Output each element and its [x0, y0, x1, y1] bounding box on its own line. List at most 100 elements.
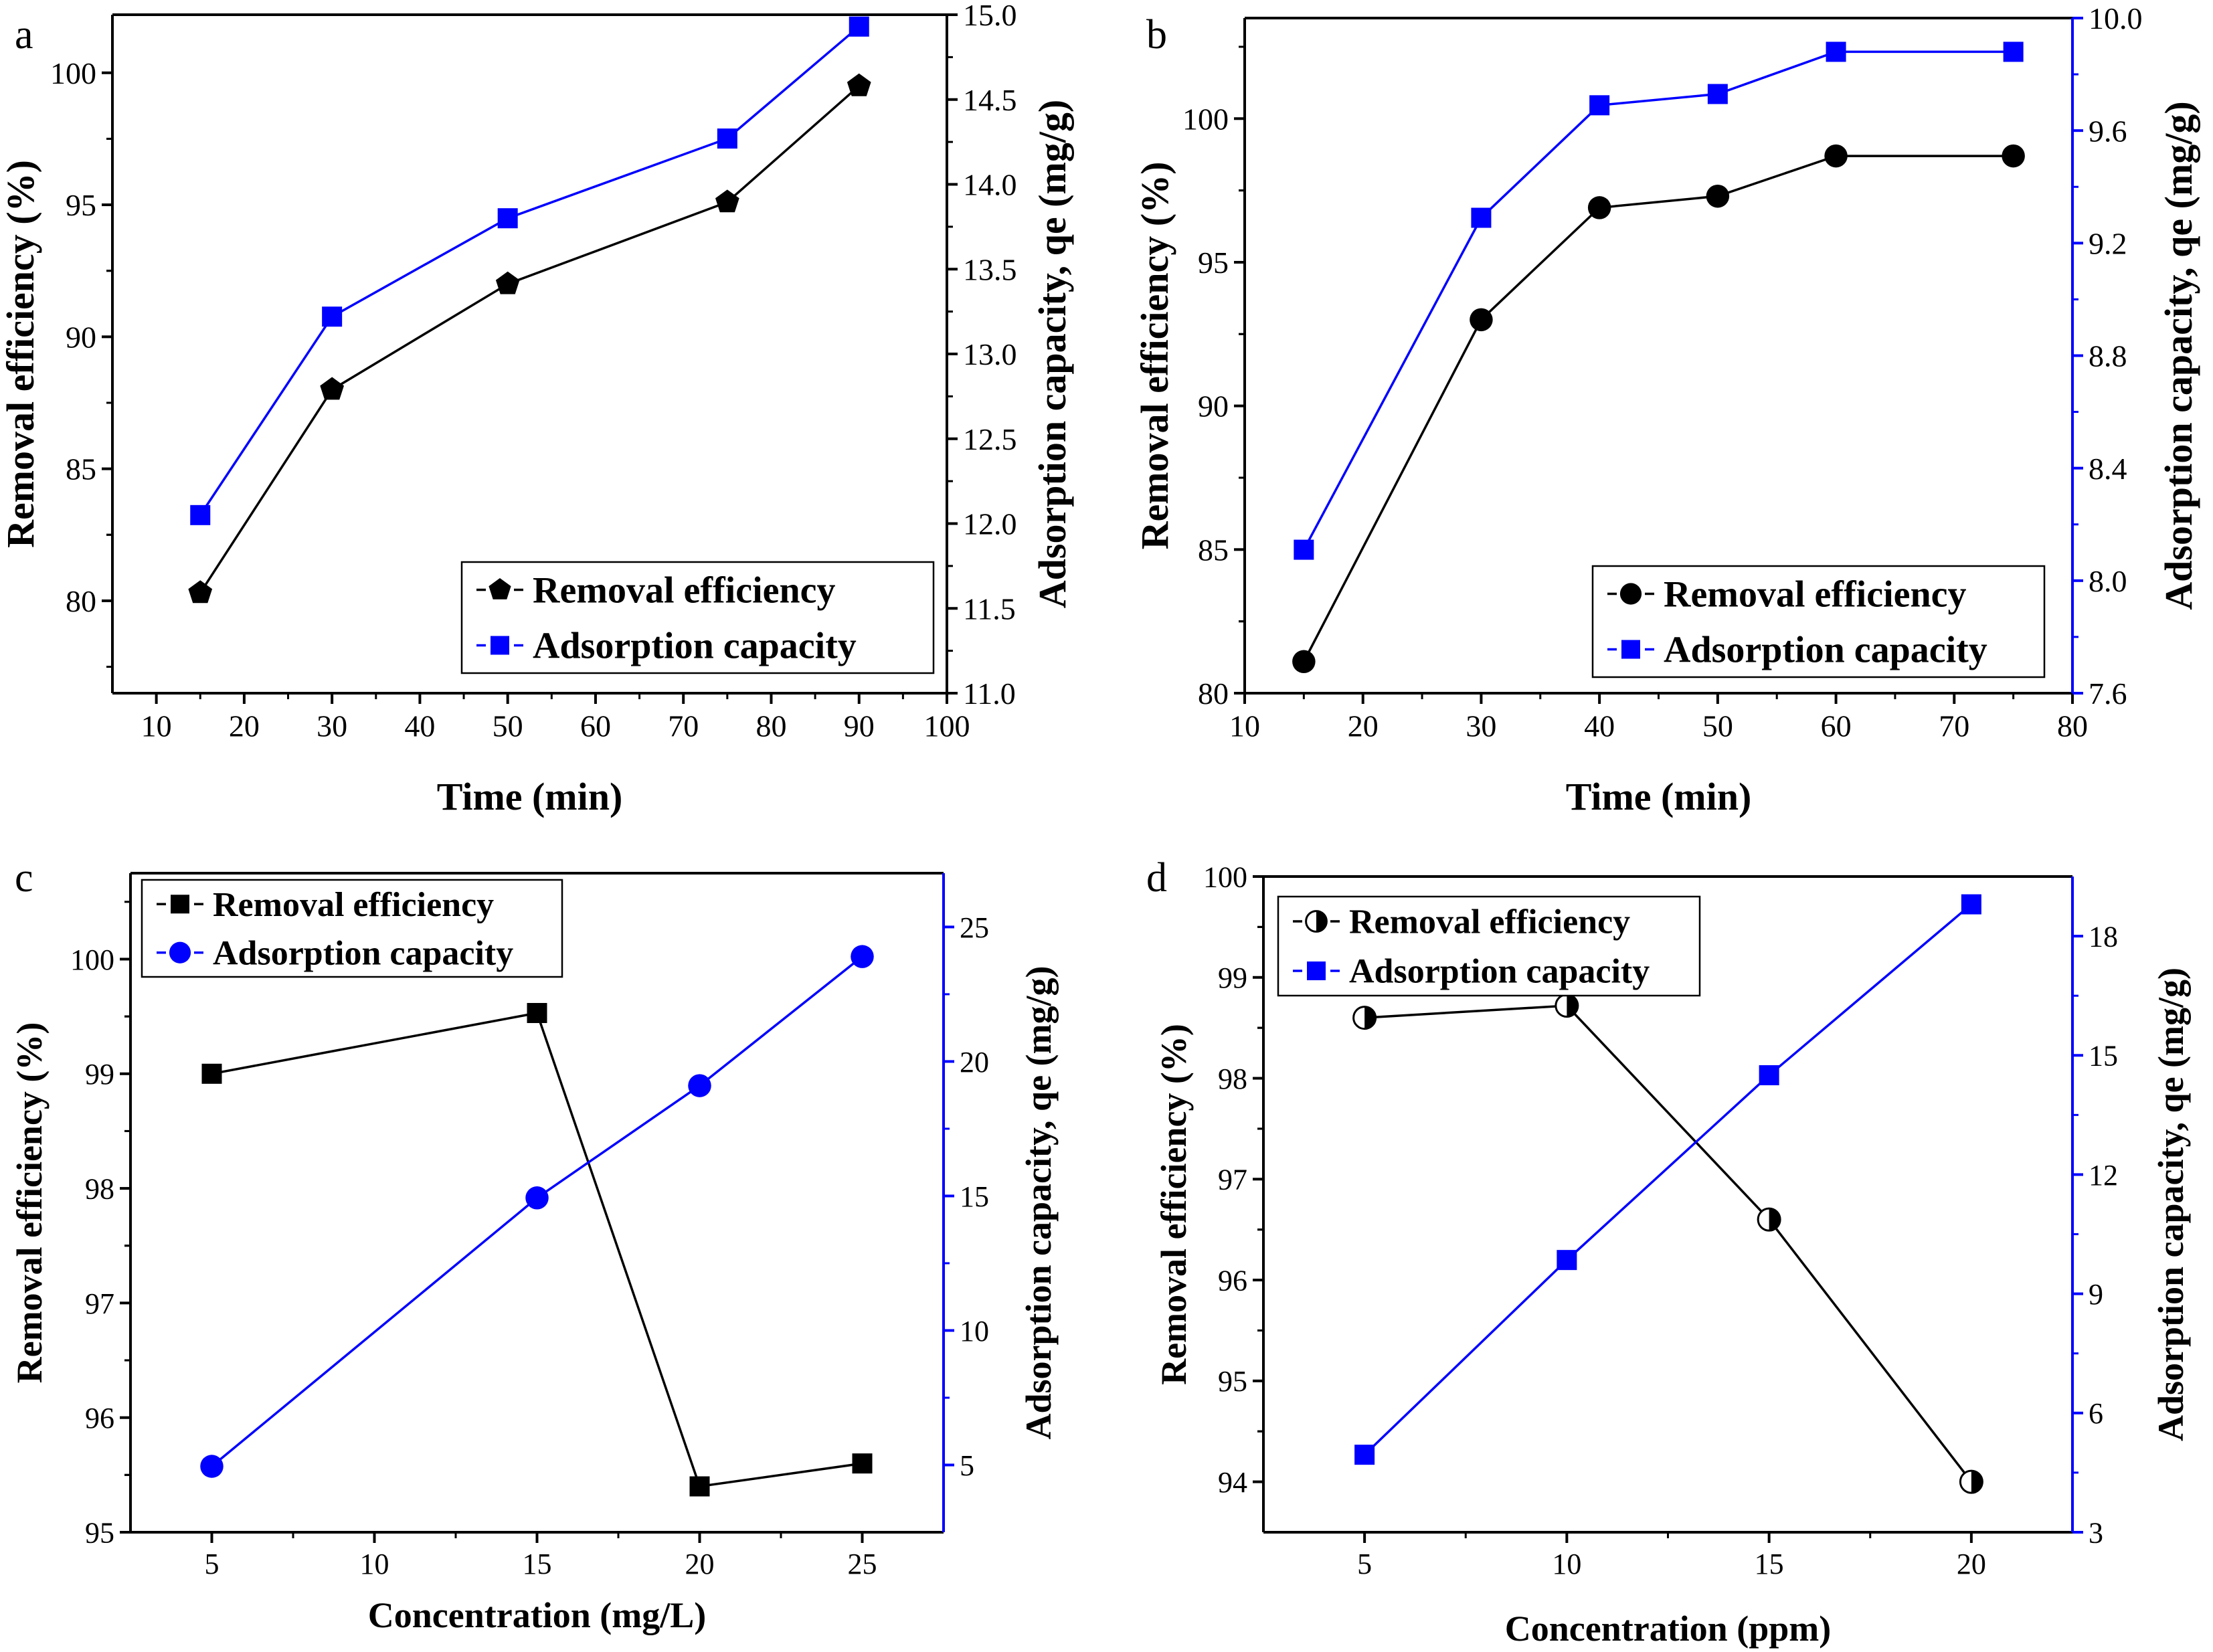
y-right-tick-label: 15	[960, 1180, 989, 1213]
y-left-tick-label: 95	[85, 1516, 114, 1549]
data-point-series-1-fill	[1364, 1006, 1376, 1029]
y-right-tick-label: 15.0	[963, 0, 1017, 32]
y-right-tick-label: 14.0	[963, 168, 1017, 202]
y-left-tick-label: 100	[70, 943, 114, 976]
y-right-tick-label: 9.2	[2089, 226, 2127, 260]
y-right-tick-label: 3	[2089, 1516, 2103, 1549]
legend-label: Removal efficiency	[533, 570, 835, 612]
panel-letter: b	[1146, 12, 1167, 58]
data-point-series-1	[689, 1476, 710, 1497]
y-right-tick-label: 5	[960, 1449, 974, 1482]
x-tick-label: 80	[2057, 709, 2088, 743]
x-tick-label: 80	[756, 709, 786, 743]
panel-letter: c	[15, 855, 33, 901]
data-point-series-2	[849, 16, 869, 37]
y-left-tick-label: 96	[85, 1402, 114, 1435]
data-point-series-1	[2002, 144, 2025, 168]
y-left-axis-label: Removal efficiency (%)	[1154, 1024, 1194, 1385]
data-point-series-1	[527, 1002, 547, 1023]
data-point-series-1-fill	[1567, 994, 1578, 1017]
chart-panel-c: c 5 10 15 20 25 95 96 97 98 99 100 5 10 15 20 25 Concentr…	[9, 855, 1059, 1635]
y-right-tick-label: 7.6	[2089, 676, 2127, 711]
x-axis-label: Time (min)	[1566, 775, 1752, 818]
y-right-tick-label: 11.0	[963, 676, 1016, 711]
legend-marker	[1307, 961, 1326, 980]
x-axis-label: Time (min)	[437, 775, 623, 818]
y-left-axis-label: Removal efficiency (%)	[1133, 162, 1176, 550]
y-left-tick-label: 85	[66, 452, 96, 486]
y-right-tick-label: 10	[960, 1315, 989, 1348]
y-left-tick-label: 95	[1198, 246, 1229, 280]
legend-label: Removal efficiency	[213, 886, 494, 924]
y-right-tick-label: 8.0	[2089, 564, 2127, 598]
x-tick-label: 60	[1821, 709, 1852, 743]
data-point-series-1	[1587, 196, 1611, 219]
data-point-series-1	[201, 1063, 222, 1084]
y-right-axis-label: Adsorption capacity, qe (mg/g)	[1019, 966, 1059, 1440]
y-left-axis-label: Removal efficiency (%)	[0, 160, 42, 548]
y-right-tick-label: 11.5	[963, 591, 1016, 626]
x-axis-label: Concentration (ppm)	[1505, 1609, 1831, 1649]
legend-label: Removal efficiency	[1349, 903, 1630, 941]
y-left-tick-label: 98	[1218, 1063, 1247, 1095]
data-point-series-1	[1706, 184, 1730, 208]
legend-box	[1277, 895, 1701, 997]
series-line-2	[1363, 903, 1973, 1456]
x-tick-label: 100	[924, 709, 970, 743]
legend-marker-fill	[1316, 911, 1327, 932]
y-right-tick-label: 12	[2089, 1159, 2118, 1192]
chart-panel-a: a10 20 30 40 50 60 70 80 90 1008085909510011.011.…	[0, 0, 1074, 818]
x-tick-label: 10	[1229, 709, 1260, 743]
legend-box	[460, 561, 935, 674]
data-point-series-1-fill	[1769, 1208, 1781, 1231]
data-point-series-2	[851, 945, 874, 968]
y-left-tick-label: 99	[1218, 961, 1247, 994]
x-tick-label: 20	[685, 1548, 715, 1580]
y-left-tick-label: 100	[1182, 102, 1229, 136]
y-right-tick-label: 6	[2089, 1397, 2103, 1430]
x-tick-label: 5	[205, 1548, 219, 1580]
x-tick-label: 40	[404, 709, 435, 743]
x-tick-label: 10	[1552, 1548, 1581, 1580]
data-point-series-2	[1354, 1445, 1375, 1465]
y-right-tick-label: 12.0	[963, 507, 1017, 541]
x-tick-label: 30	[317, 709, 347, 743]
x-tick-label: 90	[844, 709, 875, 743]
x-tick-label: 70	[1939, 709, 1969, 743]
y-right-axis-label: Adsorption capacity, qe (mg/g)	[1031, 100, 1074, 608]
y-left-tick-label: 90	[1198, 389, 1229, 424]
data-point-series-2	[1826, 41, 1846, 62]
y-left-axis-label: Removal efficiency (%)	[9, 1022, 50, 1384]
series-line-2	[1302, 50, 2014, 551]
data-point-series-2	[525, 1186, 549, 1210]
y-left-tick-label: 99	[85, 1058, 114, 1091]
series-line-1	[1364, 1004, 1973, 1483]
data-point-series-1	[188, 580, 213, 604]
y-right-tick-label: 12.5	[963, 422, 1017, 456]
data-point-series-2	[1707, 84, 1728, 104]
legend-marker	[491, 636, 509, 655]
data-point-series-1	[715, 189, 739, 213]
y-left-tick-label: 94	[1218, 1466, 1247, 1499]
data-point-series-2	[2003, 41, 2024, 62]
x-axis-label: Concentration (mg/L)	[368, 1595, 706, 1635]
x-tick-label: 60	[580, 709, 611, 743]
y-right-tick-label: 9.6	[2089, 114, 2127, 148]
y-left-tick-label: 97	[85, 1287, 114, 1320]
legend-box	[1591, 565, 2046, 678]
chart-panel-b: b 10 20 30 40 50 60 70 80 80 85 90 95 100 7.6 8.0 8.4 8.8…	[1133, 1, 2200, 818]
y-right-tick-label: 20	[960, 1046, 989, 1079]
y-right-axis-label: Adsorption capacity, qe (mg/g)	[2151, 968, 2191, 1441]
legend-marker	[171, 895, 189, 914]
y-left-tick-label: 80	[1198, 676, 1229, 711]
y-right-axis-label: Adsorption capacity, qe (mg/g)	[2157, 101, 2200, 610]
data-point-series-2	[1961, 894, 1981, 915]
y-left-tick-label: 96	[1218, 1264, 1247, 1297]
y-left-tick-label: 95	[1218, 1365, 1247, 1398]
legend-box	[141, 879, 563, 978]
y-left-tick-label: 100	[50, 56, 96, 90]
x-tick-label: 15	[523, 1548, 552, 1580]
y-left-tick-label: 100	[1203, 860, 1247, 893]
data-point-series-1	[495, 271, 520, 294]
